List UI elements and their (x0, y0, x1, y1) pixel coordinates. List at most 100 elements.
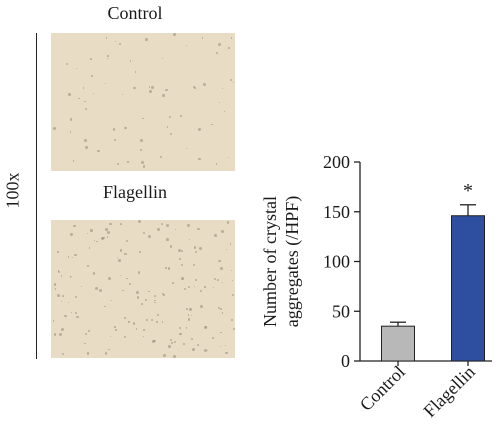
crystal-speck (140, 149, 142, 152)
y-tick-label: 200 (323, 152, 350, 172)
crystal-speck (115, 329, 117, 331)
crystal-speck (215, 163, 218, 165)
crystal-speck (203, 82, 207, 86)
bar-control (381, 325, 415, 362)
crystal-speck (106, 230, 110, 234)
crystal-speck (87, 264, 89, 267)
crystal-speck (206, 349, 209, 351)
crystal-speck (108, 348, 110, 350)
crystal-speck (193, 245, 197, 249)
crystal-speck (113, 139, 117, 142)
crystal-speck (113, 128, 116, 131)
crystal-speck (135, 291, 139, 295)
crystal-speck (88, 247, 91, 249)
crystal-speck (196, 343, 200, 347)
crystal-speck (202, 37, 204, 39)
flagellin-panel-title: Flagellin (103, 182, 167, 202)
crystal-speck (232, 293, 234, 296)
crystal-speck (213, 278, 216, 281)
crystal-speck (194, 87, 197, 90)
crystal-speck (97, 149, 100, 153)
crystal-speck (180, 114, 182, 117)
crystal-speck (185, 327, 188, 329)
crystal-speck (106, 236, 109, 238)
crystal-speck (218, 306, 221, 309)
crystal-speck (150, 319, 153, 322)
control-micrograph (51, 33, 235, 171)
crystal-speck (154, 301, 156, 303)
crystal-speck (232, 280, 234, 282)
crystal-speck (220, 308, 223, 310)
crystal-speck (133, 322, 136, 325)
crystal-speck (219, 331, 222, 334)
crystal-speck (165, 88, 169, 92)
crystal-speck (70, 276, 72, 278)
crystal-speck (183, 288, 186, 291)
crystal-speck (141, 303, 144, 305)
crystal-speck (193, 286, 195, 288)
crystal-speck (69, 131, 72, 133)
crystal-speck (142, 336, 144, 338)
crystal-speck (57, 271, 60, 274)
crystal-speck (169, 338, 173, 342)
crystal-speck (157, 227, 160, 231)
crystal-speck (227, 156, 230, 159)
crystal-speck (219, 346, 222, 348)
crystal-speck (126, 277, 129, 280)
crystal-speck (221, 230, 225, 234)
crystal-speck (192, 86, 196, 89)
crystal-speck (224, 344, 227, 347)
crystal-speck (87, 330, 90, 333)
crystal-speck (126, 160, 129, 163)
crystal-speck (159, 156, 162, 159)
crystal-speck (211, 123, 213, 126)
crystal-speck (173, 340, 177, 344)
x-tick-label: Control (356, 362, 409, 415)
crystal-speck (81, 285, 83, 287)
crystal-speck (108, 277, 112, 281)
crystal-speck (154, 294, 157, 297)
crystal-speck (142, 117, 144, 120)
crystal-speck (69, 118, 73, 121)
y-tick-label: 150 (323, 202, 350, 222)
crystal-speck (217, 259, 221, 263)
crystal-speck (151, 85, 155, 90)
crystal-speck (71, 257, 73, 259)
crystal-speck (61, 295, 64, 298)
crystal-speck (167, 267, 170, 270)
crystal-speck (106, 55, 109, 58)
magnification-bracket-line (36, 33, 37, 359)
crystal-speck (104, 351, 108, 355)
crystal-speck (90, 75, 93, 78)
crystal-speck (96, 240, 99, 243)
crystal-speck (57, 251, 60, 254)
crystal-speck (215, 51, 218, 54)
crystal-speck (168, 116, 172, 119)
crystal-speck (136, 296, 139, 299)
crystal-speck (114, 326, 116, 329)
y-axis-label-line: aggregates (/HPF) (282, 196, 303, 327)
crystal-speck (73, 224, 76, 227)
crystal-speck (60, 300, 63, 302)
crystal-speck (145, 37, 149, 41)
control-panel-title: Control (107, 3, 163, 23)
crystal-speck (110, 299, 113, 301)
crystal-speck (56, 294, 60, 298)
crystal-speck (194, 278, 198, 282)
crystal-speck (119, 275, 122, 277)
crystal-speck (76, 315, 79, 319)
crystal-speck (224, 111, 226, 113)
crystal-speck (84, 342, 86, 345)
crystal-speck (182, 278, 184, 280)
crystal-speck (170, 341, 173, 344)
crystal-speck (104, 82, 106, 85)
crystal-speck (84, 332, 87, 335)
crystal-speck (180, 263, 183, 267)
crystal-speck (174, 228, 176, 231)
bar-flagellin (451, 215, 485, 362)
crystal-speck (138, 220, 142, 224)
crystal-speck (142, 329, 145, 332)
flagellin-micrograph (51, 220, 235, 358)
crystal-speck (219, 266, 223, 270)
crystal-speck (173, 354, 176, 358)
